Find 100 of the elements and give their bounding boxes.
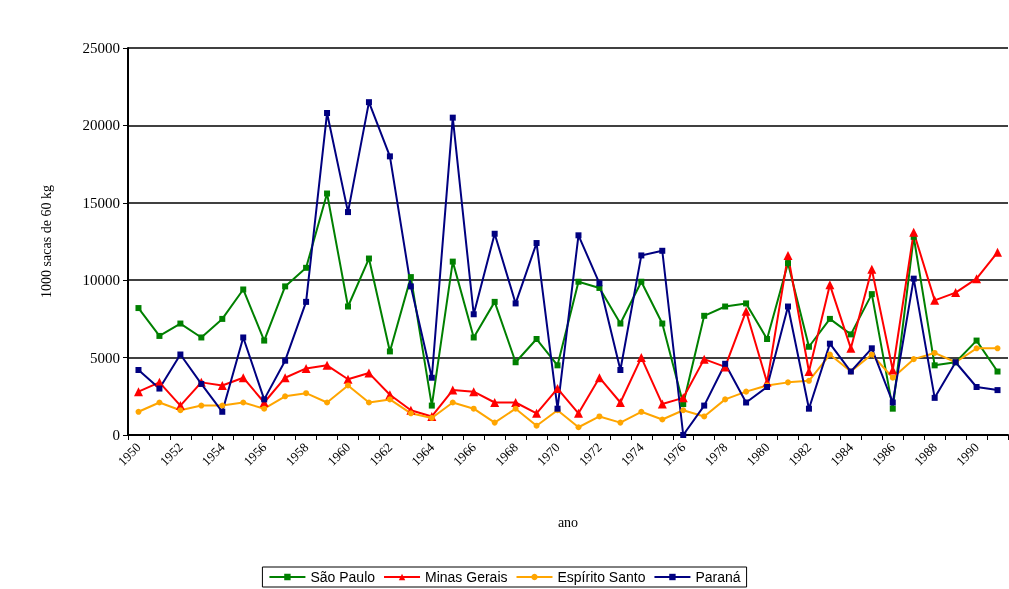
point xyxy=(324,399,331,406)
legend-label: São Paulo xyxy=(310,569,376,585)
legend-label: Espírito Santo xyxy=(557,569,646,585)
point xyxy=(659,320,666,327)
point xyxy=(324,190,331,197)
point xyxy=(322,360,332,370)
point xyxy=(868,291,875,298)
point xyxy=(135,408,142,415)
point xyxy=(533,336,540,343)
point xyxy=(743,300,750,307)
point xyxy=(575,278,582,285)
point xyxy=(365,255,372,262)
point xyxy=(994,387,1001,394)
point xyxy=(847,331,854,338)
point xyxy=(135,366,142,373)
point xyxy=(219,315,226,322)
point xyxy=(303,298,310,305)
point xyxy=(638,408,645,415)
point xyxy=(512,405,519,412)
point xyxy=(177,320,184,327)
point xyxy=(449,114,456,121)
y-axis-title: 1000 sacas de 60 kg xyxy=(38,185,54,298)
point xyxy=(135,305,142,312)
point xyxy=(931,349,938,356)
y-tick-label: 25000 xyxy=(82,40,120,56)
point xyxy=(428,402,435,409)
point xyxy=(301,363,311,373)
point xyxy=(701,413,708,420)
point xyxy=(491,419,498,426)
point xyxy=(743,399,750,406)
point xyxy=(261,337,268,344)
point xyxy=(386,396,393,403)
x-axis-title: ano xyxy=(557,514,579,530)
point xyxy=(722,303,729,310)
point xyxy=(133,387,143,397)
y-tick-label: 5000 xyxy=(90,349,120,366)
point xyxy=(764,336,771,343)
point xyxy=(240,334,247,341)
legend-label: Minas Gerais xyxy=(425,569,508,585)
point xyxy=(575,424,582,431)
legend-label: Paraná xyxy=(695,569,741,585)
point xyxy=(491,230,498,237)
point xyxy=(198,334,205,341)
point xyxy=(636,353,646,363)
point xyxy=(470,334,477,341)
point xyxy=(386,348,393,355)
point xyxy=(909,227,919,237)
point xyxy=(512,359,519,366)
point xyxy=(240,286,247,293)
point xyxy=(846,343,856,353)
point xyxy=(282,283,289,290)
point xyxy=(972,274,982,284)
y-tick-label: 10000 xyxy=(82,272,120,289)
point xyxy=(156,385,163,392)
point xyxy=(575,232,582,239)
point xyxy=(638,252,645,259)
point xyxy=(993,247,1003,257)
point xyxy=(261,405,268,412)
point xyxy=(680,407,687,414)
point xyxy=(741,306,751,316)
point xyxy=(910,275,917,282)
point xyxy=(303,390,310,397)
point xyxy=(931,394,938,401)
point xyxy=(783,250,793,260)
point xyxy=(386,153,393,160)
point xyxy=(365,99,372,106)
point xyxy=(805,405,812,412)
point xyxy=(261,396,268,403)
point xyxy=(994,368,1001,375)
point xyxy=(785,260,791,267)
point xyxy=(470,405,477,412)
point xyxy=(345,303,351,310)
point xyxy=(511,397,521,407)
point xyxy=(449,399,456,406)
point xyxy=(198,402,205,409)
point xyxy=(889,405,896,412)
point xyxy=(217,380,227,390)
point xyxy=(701,402,708,409)
point xyxy=(240,399,247,406)
point xyxy=(659,247,666,254)
point xyxy=(596,413,603,420)
point xyxy=(282,357,289,364)
point xyxy=(868,345,875,352)
y-tick-label: 20000 xyxy=(82,117,120,134)
point xyxy=(365,399,372,406)
point xyxy=(156,399,163,406)
point xyxy=(743,388,750,395)
point xyxy=(867,264,877,274)
point xyxy=(364,368,374,378)
point xyxy=(889,399,896,406)
point xyxy=(973,345,980,352)
point xyxy=(448,385,458,395)
point xyxy=(868,351,875,358)
point xyxy=(282,393,289,400)
point xyxy=(428,374,435,381)
point xyxy=(177,407,184,414)
point xyxy=(615,397,625,407)
point xyxy=(701,312,708,319)
y-tick-label: 0 xyxy=(112,427,120,443)
point xyxy=(596,280,603,287)
